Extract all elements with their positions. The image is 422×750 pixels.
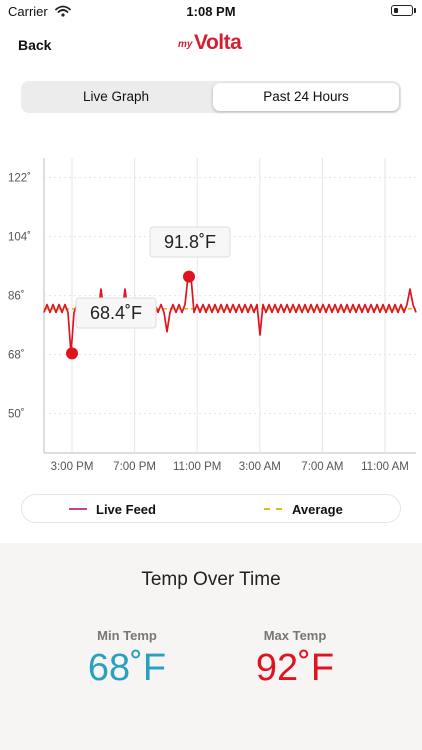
tooltip-label: 68.4˚F	[90, 303, 142, 323]
battery-icon	[391, 5, 413, 16]
tooltip-label: 91.8˚F	[164, 232, 216, 252]
wifi-icon	[55, 4, 71, 22]
logo-name: Volta	[194, 31, 242, 54]
legend-average-swatch	[264, 508, 282, 510]
tab-live-graph[interactable]: Live Graph	[82, 89, 150, 104]
y-tick-label: 104˚	[8, 232, 31, 244]
stats-title: Temp Over Time	[141, 569, 281, 590]
min-temp-value: 68˚F	[87, 647, 167, 689]
y-tick-label: 86˚	[8, 291, 25, 303]
legend-live-label: Live Feed	[96, 502, 156, 517]
min-temp-tooltip: 68.4˚F	[75, 297, 157, 329]
max-temp-tooltip: 91.8˚F	[149, 226, 231, 258]
back-button[interactable]: Back	[18, 37, 52, 53]
tooltip-box	[149, 226, 231, 258]
max-temp-marker	[183, 270, 195, 283]
x-tick-label: 3:00 AM	[239, 461, 281, 473]
x-tick-label: 11:00 PM	[173, 461, 221, 473]
x-tick-label: 7:00 AM	[301, 461, 343, 473]
max-temp-label: Max Temp	[263, 628, 327, 643]
status-bar: Carrier 1:08 PM	[0, 0, 422, 24]
min-temp-label: Min Temp	[97, 628, 157, 643]
stats-panel: Temp Over Time Min Temp Max Temp 68˚F 92…	[0, 543, 422, 750]
myvolta-logo: my Volta	[176, 30, 250, 58]
tooltip-box	[75, 297, 157, 329]
logo-prefix: my	[178, 39, 193, 50]
tab-past-24-hours[interactable]: Past 24 Hours	[213, 83, 399, 111]
y-tick-label: 68˚	[8, 350, 25, 362]
min-temp-marker	[66, 347, 78, 360]
temperature-chart: 122˚ 104˚ 86˚ 68˚ 50˚ 3:00 PM 7:00 PM 11:00 PM 3…	[8, 158, 417, 473]
legend-live-swatch	[69, 508, 87, 510]
x-tick-label: 3:00 PM	[51, 461, 94, 473]
battery-cap	[414, 8, 416, 13]
x-tick-label: 7:00 PM	[113, 461, 156, 473]
max-temp-value: 92˚F	[255, 647, 335, 689]
segmented-control: Live Graph Past 24 Hours	[21, 81, 401, 113]
carrier-label: Carrier	[8, 4, 48, 19]
x-tick-label: 11:00 AM	[361, 461, 409, 473]
y-tick-label: 50˚	[8, 409, 25, 421]
clock: 1:08 PM	[186, 4, 236, 19]
chart-legend: Live Feed Average	[21, 494, 401, 523]
legend-average-label: Average	[292, 502, 343, 517]
y-tick-label: 122˚	[8, 173, 31, 185]
